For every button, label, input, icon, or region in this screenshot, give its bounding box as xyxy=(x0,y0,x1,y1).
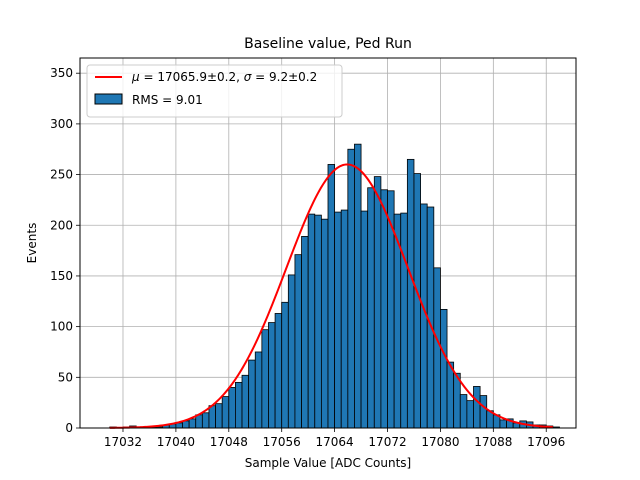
y-tick-label: 150 xyxy=(50,269,73,283)
legend-mu-symbol: μ xyxy=(131,70,140,84)
y-tick-label: 100 xyxy=(50,320,73,334)
histogram-bar xyxy=(406,158,415,429)
histogram-bar xyxy=(466,400,474,429)
histogram-bar xyxy=(301,236,309,429)
histogram-bar xyxy=(440,308,448,429)
legend-sigma-value: = 9.2±0.2 xyxy=(251,70,317,84)
histogram-bar xyxy=(201,412,210,429)
histogram-bar xyxy=(347,148,355,429)
histogram-bar xyxy=(499,419,507,429)
x-tick-label: 17048 xyxy=(210,435,248,449)
histogram-bar xyxy=(254,351,263,429)
x-tick-label: 17088 xyxy=(474,435,512,449)
y-tick-label: 250 xyxy=(50,168,73,182)
y-tick-label: 300 xyxy=(50,117,73,131)
histogram-bar xyxy=(446,361,455,429)
histogram-bar xyxy=(221,396,230,429)
y-axis-ticks: 0 50 100 150 200 250 300 350 xyxy=(50,66,80,435)
histogram-bar xyxy=(268,322,276,429)
legend-mu-value: = 17065.9±0.2, xyxy=(140,70,244,84)
histogram-bar xyxy=(354,143,362,429)
histogram-bar xyxy=(459,394,468,429)
legend-sigma-symbol: σ xyxy=(244,70,252,84)
histogram-bar xyxy=(320,218,329,429)
y-axis-label: Events xyxy=(25,223,39,264)
histogram-bar xyxy=(208,405,216,429)
legend: μ = 17065.9±0.2, σ = 9.2±0.2 RMS = 9.01 xyxy=(86,64,343,118)
histogram-bar xyxy=(287,274,296,429)
x-tick-label: 17080 xyxy=(421,435,459,449)
histogram-bar xyxy=(367,187,375,429)
histogram-bar xyxy=(400,212,408,429)
histogram-bar xyxy=(334,211,342,429)
histogram-bar xyxy=(307,213,316,429)
x-tick-label: 17072 xyxy=(368,435,406,449)
histogram-bar xyxy=(314,214,322,429)
histogram-bar xyxy=(228,387,236,429)
x-tick-label: 17096 xyxy=(527,435,565,449)
y-tick-label: 350 xyxy=(50,66,73,80)
legend-hist-label: RMS = 9.01 xyxy=(132,93,203,107)
legend-hist-swatch xyxy=(94,93,123,105)
histogram-bar xyxy=(195,414,203,429)
histogram-bar xyxy=(241,374,250,429)
histogram-bar xyxy=(294,254,302,429)
histogram-bar xyxy=(479,395,488,429)
histogram-bar xyxy=(215,403,223,429)
histogram-bars xyxy=(109,143,560,429)
x-tick-label: 17064 xyxy=(316,435,354,449)
chart-title: Baseline value, Ped Run xyxy=(244,36,412,52)
x-tick-label: 17056 xyxy=(263,435,301,449)
y-tick-label: 50 xyxy=(58,370,73,384)
histogram-bar xyxy=(380,189,388,429)
histogram-bar xyxy=(248,359,256,429)
histogram-bar xyxy=(188,418,197,429)
x-axis-ticks: 17032 17040 17048 17056 17064 17072 17080 17088… xyxy=(104,428,565,449)
legend-box xyxy=(86,64,343,118)
histogram-bar xyxy=(340,209,349,429)
x-tick-label: 17032 xyxy=(104,435,142,449)
gaussian-fit xyxy=(109,163,553,429)
histogram-bar xyxy=(235,381,243,429)
x-tick-label: 17040 xyxy=(157,435,195,449)
histogram-bar xyxy=(281,301,289,429)
plot-frame xyxy=(79,57,577,429)
histogram-bar xyxy=(473,386,481,429)
histogram-bar xyxy=(327,164,336,429)
y-tick-label: 200 xyxy=(50,218,73,232)
histogram-bar xyxy=(433,267,441,429)
histogram-bar xyxy=(261,329,269,429)
histogram-bar xyxy=(274,313,283,429)
fit-curve xyxy=(109,163,553,429)
legend-fit-label: μ = 17065.9±0.2, σ = 9.2±0.2 xyxy=(131,70,317,84)
x-axis-label: Sample Value [ADC Counts] xyxy=(245,456,411,470)
histogram-bar xyxy=(373,176,382,429)
histogram-bar xyxy=(360,210,369,429)
y-tick-label: 0 xyxy=(65,421,73,435)
